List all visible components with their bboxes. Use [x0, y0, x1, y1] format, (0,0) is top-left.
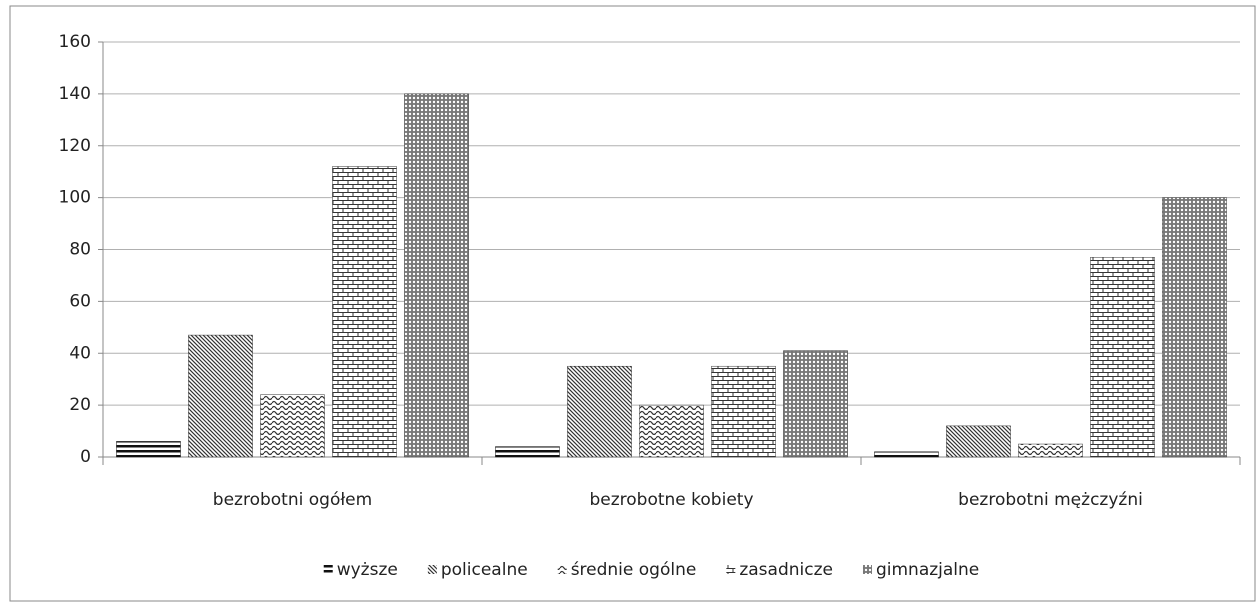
y-tick-label: 0 — [80, 447, 91, 467]
x-tick-label: bezrobotni ogółem — [213, 490, 372, 510]
legend-label: wyższe — [337, 560, 398, 580]
bar — [260, 394, 325, 458]
y-tick-label: 80 — [69, 240, 91, 260]
y-tick-label: 60 — [69, 291, 91, 311]
bar — [946, 425, 1011, 458]
y-tick-label: 20 — [69, 395, 91, 415]
bar — [404, 93, 469, 458]
x-tick-label: bezrobotne kobiety — [589, 490, 753, 510]
y-tick-label: 160 — [59, 32, 91, 52]
legend-label: policealne — [441, 560, 528, 580]
legend-label: zasadnicze — [739, 560, 833, 580]
bar — [783, 350, 848, 458]
bar — [711, 365, 776, 458]
legend-swatch — [427, 565, 437, 574]
bar — [1090, 257, 1155, 458]
bar — [1018, 443, 1083, 458]
bar — [332, 166, 397, 458]
y-tick-label: 100 — [59, 188, 91, 208]
y-tick-label: 120 — [59, 136, 91, 156]
legend-swatch — [726, 565, 736, 574]
bar — [567, 365, 632, 458]
legend-label: gimnazjalne — [876, 560, 979, 580]
bar — [188, 334, 253, 458]
y-tick-label: 40 — [69, 343, 91, 363]
chart-border — [9, 5, 1256, 602]
x-tick-label: bezrobotni mężczyźni — [958, 490, 1143, 510]
bar — [874, 451, 939, 458]
bar — [495, 446, 560, 458]
bar — [1162, 197, 1227, 458]
legend-swatch — [557, 565, 567, 574]
legend-swatch — [323, 565, 333, 574]
bar — [639, 404, 704, 458]
legend-swatch — [862, 565, 872, 574]
legend-label: średnie ogólne — [571, 560, 697, 580]
bar — [116, 441, 181, 458]
y-tick-label: 140 — [59, 84, 91, 104]
